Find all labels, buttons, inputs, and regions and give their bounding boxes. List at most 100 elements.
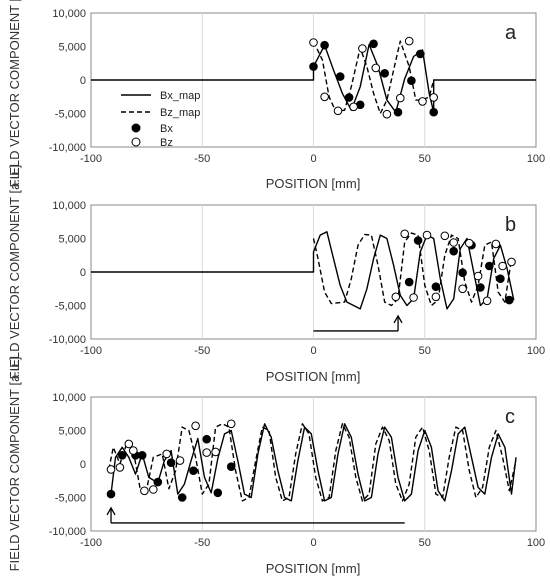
y-tick-label: -10,000 (49, 334, 86, 346)
point-bz (458, 284, 467, 294)
point-bx (320, 40, 329, 50)
legend-label-bz-map: Bz_map (160, 107, 200, 119)
point-bz (175, 456, 185, 465)
point-bx (458, 268, 467, 278)
point-bz (482, 296, 492, 306)
point-bz (106, 465, 116, 474)
point-bx (416, 49, 425, 59)
y-tick-label: 5,000 (58, 426, 86, 438)
panel-label: b (505, 214, 516, 236)
point-bz (211, 447, 220, 457)
legend-label-bx-map: Bx_map (160, 90, 200, 102)
x-tick-label: 0 (310, 153, 316, 165)
series-line-bx-map (91, 231, 515, 310)
point-bz (431, 292, 441, 302)
point-bz (440, 231, 450, 241)
point-bz (465, 238, 474, 248)
point-bz (115, 463, 125, 472)
point-bx (380, 69, 390, 78)
y-tick-label: 10,000 (52, 392, 86, 404)
point-bx (431, 282, 441, 292)
x-tick-label: 50 (419, 537, 431, 549)
y-axis-title: FIELD VECTOR COMPONENT [a.u.] (7, 165, 22, 380)
point-bz (507, 257, 516, 267)
x-tick-label: -100 (80, 345, 102, 357)
y-tick-label: -10,000 (49, 526, 86, 538)
point-bz (429, 93, 439, 102)
y-tick-label: 0 (80, 459, 86, 471)
y-ticks: 10,000 5,000 0 -5,000 -10,000 (49, 200, 86, 346)
x-tick-label: -100 (80, 153, 102, 165)
legend-swatch-bx (131, 123, 141, 133)
point-bz (418, 97, 427, 106)
point-bx (344, 93, 354, 102)
panel-c: FIELD VECTOR COMPONENT [a.u.] 10,000 5,00… (7, 357, 545, 576)
y-ticks: 10,000 5,000 0 -5,000 -10,000 (49, 8, 86, 154)
y-tick-label: -5,000 (55, 493, 86, 505)
x-axis-title: POSITION [mm] (266, 369, 361, 384)
point-bx (476, 283, 485, 292)
point-bx (202, 434, 211, 444)
series-line-bx-map (110, 423, 517, 502)
point-bz (202, 448, 211, 457)
point-bz (409, 293, 418, 302)
y-tick-label: 0 (80, 75, 86, 87)
x-tick-label: 0 (310, 537, 316, 549)
point-bz (371, 63, 381, 73)
x-tick-label: 50 (419, 153, 431, 165)
point-bx (413, 236, 423, 245)
x-tick-label: -100 (80, 537, 102, 549)
y-tick-label: 10,000 (52, 8, 86, 20)
scan-arrow (106, 506, 405, 524)
x-tick-label: -50 (194, 153, 210, 165)
point-bx (429, 107, 439, 117)
x-ticks: -100 -50 0 50 100 (80, 153, 545, 165)
x-ticks: -100 -50 0 50 100 (80, 345, 545, 357)
y-tick-label: 10,000 (52, 200, 86, 212)
point-bx (177, 493, 187, 502)
y-ticks: 10,000 5,000 0 -5,000 -10,000 (49, 392, 86, 538)
point-bx (226, 462, 236, 472)
point-bz (491, 239, 501, 249)
y-tick-label: 0 (80, 267, 86, 279)
series-lines (91, 231, 517, 310)
point-bx (117, 451, 127, 460)
point-bx (137, 451, 147, 460)
x-tick-label: 0 (310, 345, 316, 357)
series-markers (309, 36, 439, 119)
point-bz (129, 446, 138, 455)
point-bz (449, 238, 459, 247)
x-tick-label: 100 (527, 537, 545, 549)
series-markers (106, 419, 236, 502)
point-bx (449, 246, 459, 256)
x-ticks: -100 -50 0 50 100 (80, 537, 545, 549)
point-bz (162, 449, 171, 459)
arrow-head (393, 314, 403, 324)
point-bz (226, 419, 236, 429)
series-line-bz-map (312, 232, 517, 307)
point-bz (391, 292, 401, 302)
point-bx (393, 107, 403, 117)
point-bz (382, 109, 392, 119)
panel-label: c (505, 406, 515, 428)
point-bz (320, 92, 329, 102)
x-tick-label: -50 (194, 537, 210, 549)
point-bz (124, 439, 134, 449)
x-tick-label: 100 (527, 153, 545, 165)
point-bx (189, 466, 198, 476)
point-bz (358, 44, 367, 53)
y-tick-label: -5,000 (55, 301, 86, 313)
series-markers (391, 229, 516, 306)
point-bx (153, 477, 163, 487)
y-tick-label: -5,000 (55, 109, 86, 121)
panel-a: FIELD VECTOR COMPONENT [a.u.] 10,000 5,00… (7, 0, 545, 191)
point-bx (309, 62, 318, 71)
x-axis-title: POSITION [mm] (266, 561, 361, 576)
point-bx (369, 39, 378, 49)
y-tick-label: -10,000 (49, 142, 86, 154)
arrow-head (106, 506, 116, 516)
point-bx (505, 295, 514, 305)
x-tick-label: 50 (419, 345, 431, 357)
legend-label-bx: Bx (160, 123, 173, 135)
